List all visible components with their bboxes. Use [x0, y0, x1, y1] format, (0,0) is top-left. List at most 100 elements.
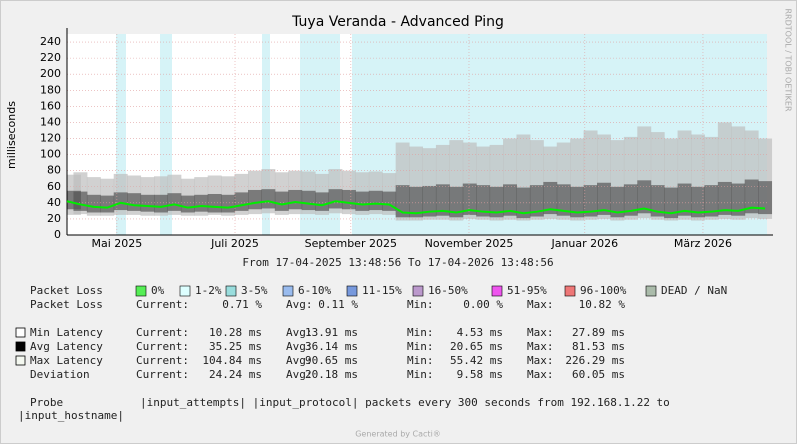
stat-name: Packet Loss: [30, 298, 103, 311]
y-tick-label: 160: [40, 99, 61, 112]
stat-name: Deviation: [30, 368, 90, 381]
smoke-band: [180, 195, 195, 213]
y-tick-label: 60: [47, 180, 61, 193]
legend-label: Packet Loss: [30, 284, 103, 297]
y-tick-label: 20: [47, 212, 61, 225]
smoke-band: [301, 190, 316, 211]
stat-value: 9.58 ms: [457, 368, 503, 381]
smoke-band: [422, 185, 437, 217]
stat-value: 20.18 ms: [305, 368, 358, 381]
smoke-band: [610, 186, 625, 218]
stat-value: 104.84 ms: [202, 354, 262, 367]
smoke-band: [207, 193, 222, 213]
legend-item: 0%: [151, 284, 165, 297]
stat-value: 27.89 ms: [572, 326, 625, 339]
stat-header: Current:: [136, 354, 189, 367]
smoke-band: [341, 189, 356, 210]
y-tick-label: 220: [40, 51, 61, 64]
smoke-band: [556, 184, 571, 216]
stat-value: 0.00 %: [463, 298, 503, 311]
probe-text: |input_hostname|: [18, 409, 124, 422]
smoke-band: [368, 190, 383, 211]
stat-header: Avg:: [286, 298, 313, 311]
plot: 0 20 40 60 80 100 120 140 160 180 200 220 240 Mai 202…: [40, 28, 773, 250]
legend-item: 16-50%: [428, 284, 468, 297]
smoke-band: [113, 192, 128, 211]
smoke-band: [690, 186, 705, 218]
smoke-band: [288, 189, 303, 210]
stat-header: Avg:: [286, 326, 313, 339]
footer: Generated by Cacti®: [355, 430, 441, 439]
y-tick-label: 240: [40, 35, 61, 48]
smoke-band: [274, 191, 289, 211]
smoke-band: [328, 189, 343, 209]
x-tick-label: September 2025: [305, 237, 397, 250]
smoke-band: [664, 187, 679, 219]
smoke-band: [221, 194, 236, 213]
stat-header: Avg:: [286, 368, 313, 381]
stat-header: Min:: [407, 340, 434, 353]
stat-value: 35.25 ms: [209, 340, 262, 353]
smoke-band: [704, 185, 719, 217]
probe-label: Probe: [30, 396, 63, 409]
smoke-band: [73, 191, 88, 211]
smoke-band: [744, 179, 759, 214]
legend-item: 3-5%: [241, 284, 268, 297]
stat-value: 10.28 ms: [209, 326, 262, 339]
stat-header: Max:: [527, 354, 554, 367]
stat-header: Max:: [527, 326, 554, 339]
smoke-band: [435, 184, 450, 216]
stat-header: Current:: [136, 326, 189, 339]
smoke-band: [583, 185, 598, 217]
smoke-band: [637, 180, 652, 214]
stat-value: 90.65 ms: [305, 354, 358, 367]
y-tick-label: 40: [47, 196, 61, 209]
legend-swatch: [225, 285, 237, 297]
stat-value: 0.11 %: [318, 298, 358, 311]
y-tick-label: 0: [54, 228, 61, 241]
stat-header: Min:: [407, 354, 434, 367]
y-tick-label: 180: [40, 83, 61, 96]
smoke-band: [650, 185, 665, 217]
stat-value: 55.42 ms: [450, 354, 503, 367]
stat-header: Current:: [136, 368, 189, 381]
legend-swatch: [412, 285, 424, 297]
stat-header: Max:: [527, 298, 554, 311]
stat-value: 20.65 ms: [450, 340, 503, 353]
y-axis-label: milliseconds: [5, 101, 18, 169]
smoke-band: [409, 186, 424, 218]
smoke-band: [476, 185, 491, 217]
avg-latency-line: [66, 200, 766, 215]
stat-name: Max Latency: [30, 354, 103, 367]
smoke-band: [731, 183, 746, 216]
stat-value: 60.05 ms: [572, 368, 625, 381]
stat-header: Avg:: [286, 340, 313, 353]
smoke-band: [100, 195, 115, 213]
smoke-band: [449, 186, 464, 218]
legend-swatch: [564, 285, 576, 297]
smoke-band: [86, 194, 101, 213]
stat-header: Max:: [527, 368, 554, 381]
smoke-band: [597, 182, 611, 215]
stat-name: Min Latency: [30, 326, 103, 339]
legend-item: 96-100%: [580, 284, 627, 297]
smoke-band: [489, 186, 504, 218]
stat-value: 24.24 ms: [209, 368, 262, 381]
y-tick-label: 140: [40, 115, 61, 128]
smoke-band: [717, 181, 732, 215]
legend-swatch: [135, 285, 147, 297]
smoke-band: [529, 185, 544, 217]
x-tick-label: November 2025: [425, 237, 514, 250]
stat-value: 10.82 %: [579, 298, 626, 311]
smoke-band: [503, 184, 517, 216]
stat-header: Current:: [136, 340, 189, 353]
y-tick-label: 120: [40, 132, 61, 145]
stat-value: 36.14 ms: [305, 340, 358, 353]
legend: Packet Loss 0% 1-2% 3-5% 6-10% 11-15% 16-50% 51…: [15, 284, 727, 422]
smoke-band: [462, 183, 477, 215]
y-tick-label: 80: [47, 164, 61, 177]
smoke-band: [234, 192, 249, 211]
legend-item: 51-95%: [507, 284, 547, 297]
x-tick-label: Juli 2025: [210, 237, 259, 250]
